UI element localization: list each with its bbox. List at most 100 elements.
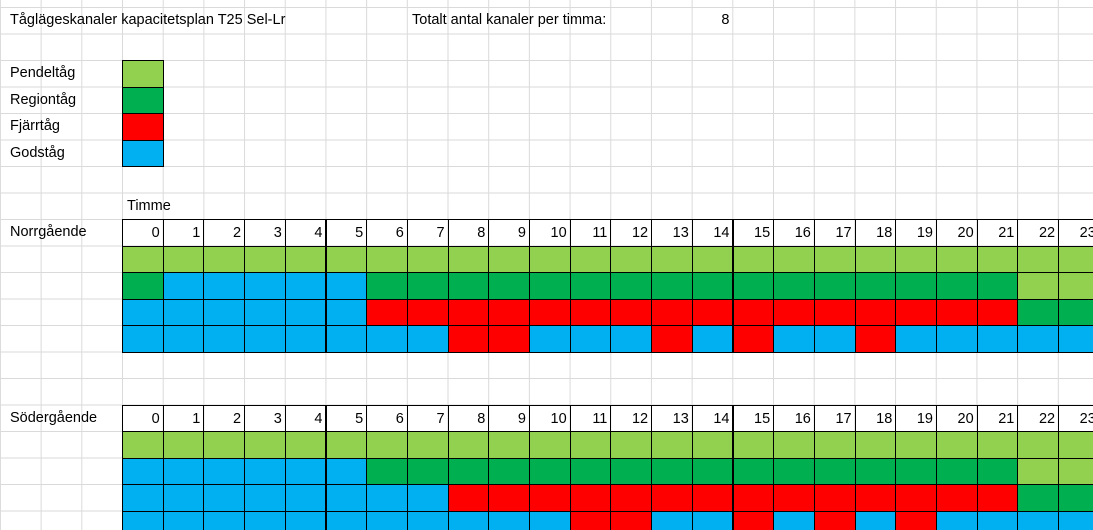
channel-cell bbox=[732, 457, 775, 485]
channel-cell bbox=[895, 431, 937, 459]
hour-cell: 15 bbox=[732, 219, 775, 247]
hour-cell: 6 bbox=[366, 219, 408, 247]
channel-cell bbox=[203, 245, 246, 273]
channel-cell bbox=[325, 431, 368, 459]
channel-cell bbox=[691, 457, 734, 485]
channel-cell bbox=[936, 298, 978, 326]
channel-cell bbox=[732, 325, 775, 353]
channel-cell bbox=[325, 325, 368, 353]
channel-cell bbox=[813, 457, 856, 485]
channel-cell bbox=[936, 325, 978, 353]
hour-cell: 20 bbox=[936, 404, 978, 432]
channel-cell bbox=[813, 298, 856, 326]
channel-cell bbox=[366, 431, 408, 459]
channel-cell bbox=[732, 245, 775, 273]
channel-cell bbox=[122, 298, 164, 326]
channel-cell bbox=[854, 298, 897, 326]
channel-cell bbox=[529, 484, 571, 512]
hour-cell: 23 bbox=[1058, 404, 1093, 432]
channel-cell bbox=[447, 272, 490, 300]
channel-cell bbox=[936, 272, 978, 300]
channel-cell bbox=[244, 431, 286, 459]
total-value: 8 bbox=[721, 12, 730, 28]
hour-cell: 22 bbox=[1017, 219, 1060, 247]
channel-cell bbox=[162, 431, 205, 459]
hour-cell: 19 bbox=[895, 404, 937, 432]
channel-cell bbox=[284, 484, 327, 512]
channel-cell bbox=[325, 298, 368, 326]
channel-cell bbox=[203, 298, 246, 326]
channel-cell bbox=[488, 298, 530, 326]
channel-cell bbox=[976, 245, 1019, 273]
hour-cell: 2 bbox=[203, 219, 246, 247]
channel-cell bbox=[406, 510, 449, 530]
channel-cell bbox=[854, 272, 897, 300]
channel-cell bbox=[895, 298, 937, 326]
hour-cell: 18 bbox=[854, 219, 897, 247]
channel-cell bbox=[610, 325, 653, 353]
channel-cell bbox=[122, 510, 164, 530]
channel-cell bbox=[488, 484, 530, 512]
channel-cell bbox=[569, 457, 612, 485]
channel-cell bbox=[406, 272, 449, 300]
channel-cell bbox=[651, 298, 693, 326]
hour-cell: 5 bbox=[325, 404, 368, 432]
hour-cell: 5 bbox=[325, 219, 368, 247]
channel-cell bbox=[366, 298, 408, 326]
channel-cell bbox=[610, 457, 653, 485]
channel-cell bbox=[488, 272, 530, 300]
channel-cell bbox=[732, 272, 775, 300]
channel-cell bbox=[610, 431, 653, 459]
channel-cell bbox=[162, 298, 205, 326]
channel-cell bbox=[284, 325, 327, 353]
channel-cell bbox=[854, 457, 897, 485]
channel-cell bbox=[1058, 245, 1093, 273]
channel-cell bbox=[122, 484, 164, 512]
channel-cell bbox=[854, 484, 897, 512]
channel-cell bbox=[122, 325, 164, 353]
channel-cell bbox=[325, 510, 368, 530]
channel-cell bbox=[488, 245, 530, 273]
hour-cell: 12 bbox=[610, 219, 653, 247]
channel-cell bbox=[732, 298, 775, 326]
hour-cell: 7 bbox=[406, 404, 449, 432]
channel-cell bbox=[447, 484, 490, 512]
hour-cell: 7 bbox=[406, 219, 449, 247]
channel-cell bbox=[1017, 484, 1060, 512]
channel-cell bbox=[1058, 298, 1093, 326]
channel-cell bbox=[691, 325, 734, 353]
hour-cell: 21 bbox=[976, 219, 1019, 247]
channel-cell bbox=[569, 431, 612, 459]
channel-cell bbox=[122, 457, 164, 485]
channel-cell bbox=[1017, 431, 1060, 459]
channel-cell bbox=[366, 325, 408, 353]
hour-cell: 14 bbox=[691, 219, 734, 247]
channel-cell bbox=[854, 245, 897, 273]
channel-cell bbox=[936, 431, 978, 459]
hour-cell: 10 bbox=[529, 404, 571, 432]
channel-cell bbox=[366, 245, 408, 273]
channel-cell bbox=[529, 245, 571, 273]
channel-cell bbox=[1058, 484, 1093, 512]
channel-cell bbox=[569, 325, 612, 353]
channel-cell bbox=[610, 245, 653, 273]
channel-cell bbox=[691, 272, 734, 300]
channel-cell bbox=[976, 484, 1019, 512]
hour-cell: 15 bbox=[732, 404, 775, 432]
channel-cell bbox=[284, 457, 327, 485]
channel-cell bbox=[569, 298, 612, 326]
channel-cell bbox=[1058, 325, 1093, 353]
channel-cell bbox=[895, 510, 937, 530]
channel-cell bbox=[936, 510, 978, 530]
hour-cell: 19 bbox=[895, 219, 937, 247]
channel-cell bbox=[569, 245, 612, 273]
channel-cell bbox=[203, 325, 246, 353]
hour-cell: 3 bbox=[244, 219, 286, 247]
hour-cell: 13 bbox=[651, 404, 693, 432]
channel-cell bbox=[651, 325, 693, 353]
channel-cell bbox=[162, 457, 205, 485]
channel-cell bbox=[813, 431, 856, 459]
hour-cell: 6 bbox=[366, 404, 408, 432]
channel-cell bbox=[773, 325, 815, 353]
channel-cell bbox=[162, 272, 205, 300]
